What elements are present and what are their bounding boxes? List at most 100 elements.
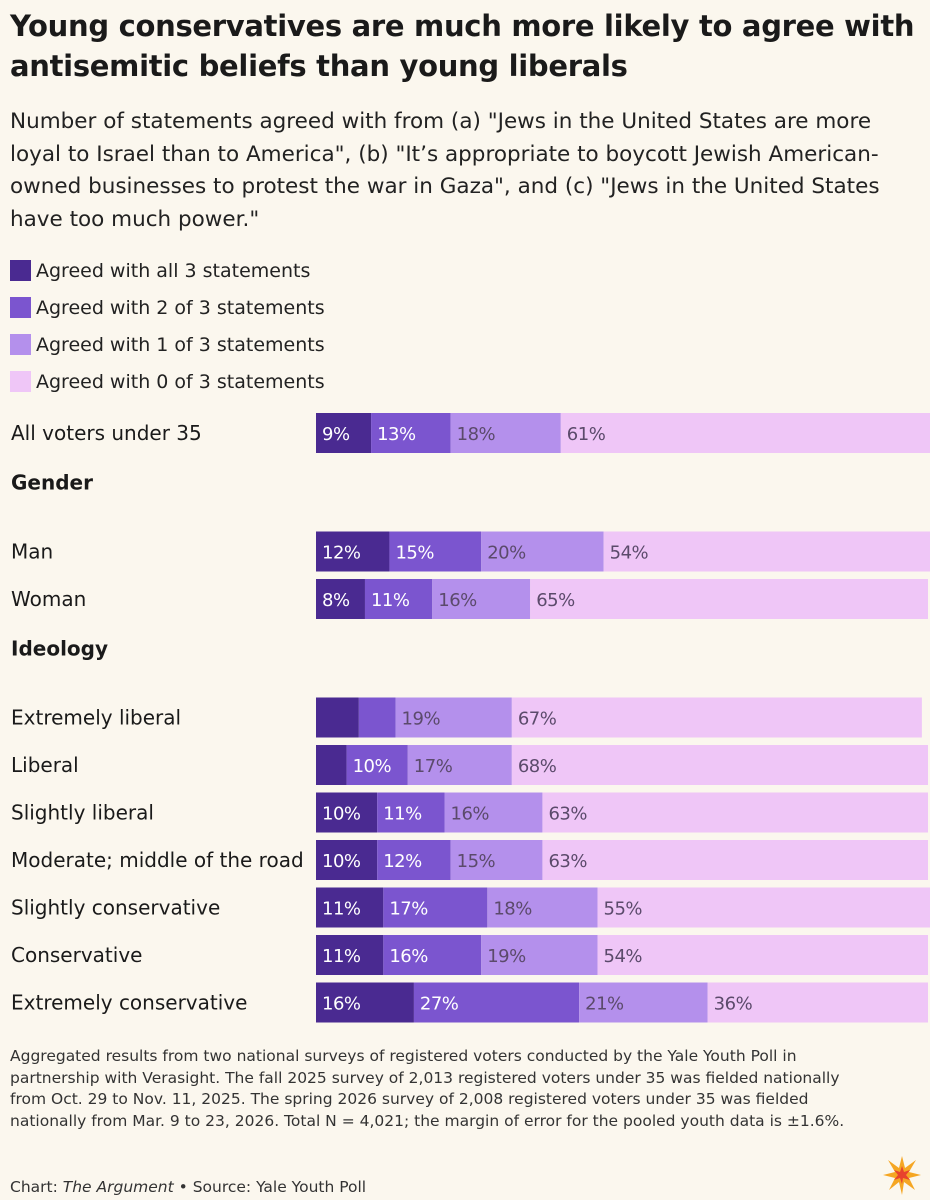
data-label: 12% [322, 543, 361, 564]
bar-segment [316, 982, 414, 1023]
bar-segment [383, 887, 488, 928]
bar-segment [316, 745, 347, 785]
bar-segment [450, 840, 543, 880]
bar-segment [542, 792, 928, 833]
legend-swatch [10, 334, 31, 355]
legend-item: Agreed with all 3 statements [10, 252, 325, 289]
bar-segment [597, 887, 930, 928]
bar-segment [395, 697, 512, 738]
bar-segment [316, 413, 372, 453]
legend-swatch [10, 297, 31, 318]
bar-segment [316, 792, 378, 833]
bar-segment [371, 413, 451, 453]
data-label: 19% [487, 946, 526, 967]
bar-segment [444, 792, 543, 833]
data-label: 11% [383, 804, 422, 825]
data-label: 63% [548, 804, 587, 825]
legend: Agreed with all 3 statements Agreed with… [10, 252, 325, 400]
legend-swatch [10, 371, 31, 392]
bar-segment [364, 579, 433, 619]
bar-segment [346, 745, 408, 785]
data-label: 15% [457, 851, 496, 872]
row-label: Conservative [11, 943, 142, 967]
data-label: 68% [518, 756, 557, 777]
bar-segment [316, 935, 384, 975]
starburst-logo-icon [882, 1152, 922, 1198]
row-label: Man [11, 540, 53, 564]
bar-segment [377, 840, 451, 880]
data-label: 63% [548, 851, 587, 872]
bar-segment [316, 531, 390, 572]
credit-publication: The Argument [62, 1178, 174, 1196]
bar-segment [579, 982, 708, 1023]
bar-segment [407, 745, 512, 785]
bar-segment [511, 697, 922, 738]
row-label: Woman [11, 587, 86, 611]
legend-swatch [10, 260, 31, 281]
data-label: 11% [371, 590, 410, 611]
row-label: Liberal [11, 753, 79, 777]
bar-segment [450, 413, 561, 453]
group-heading: Ideology [11, 637, 108, 661]
data-label: 19% [402, 709, 441, 730]
data-label: 17% [414, 756, 453, 777]
row-label: Slightly conservative [11, 896, 220, 920]
data-label: 10% [322, 851, 361, 872]
legend-label: Agreed with 2 of 3 statements [36, 296, 325, 319]
bar-segment [389, 531, 482, 572]
bar-segment [530, 579, 928, 619]
row-label: All voters under 35 [11, 421, 202, 445]
bar-segment [383, 935, 482, 975]
row-label: Moderate; middle of the road [11, 848, 304, 872]
legend-label: Agreed with 0 of 3 statements [36, 370, 325, 393]
bar-segment [603, 531, 930, 572]
bar-segment [487, 887, 598, 928]
data-label: 13% [377, 424, 416, 445]
bar-segment [597, 935, 928, 975]
data-label: 16% [389, 946, 428, 967]
data-label: 67% [518, 709, 557, 730]
row-label: Extremely liberal [11, 706, 181, 730]
data-label: 11% [322, 899, 361, 920]
data-label: 8% [322, 590, 350, 611]
legend-item: Agreed with 1 of 3 statements [10, 326, 325, 363]
bar-segment [358, 697, 396, 738]
bar-segment [481, 531, 604, 572]
row-label: Extremely conservative [11, 991, 247, 1015]
bar-segment [511, 745, 928, 785]
legend-item: Agreed with 2 of 3 statements [10, 289, 325, 326]
credit-separator: • [173, 1178, 193, 1196]
data-label: 18% [457, 424, 496, 445]
footnote: Aggregated results from two national sur… [10, 1047, 845, 1130]
bar-segment [413, 982, 580, 1023]
data-label: 16% [451, 804, 490, 825]
bar-segment [481, 935, 598, 975]
data-label: 9% [322, 424, 350, 445]
data-label: 12% [383, 851, 422, 872]
data-label: 10% [322, 804, 361, 825]
data-label: 11% [322, 946, 361, 967]
chart-subtitle: Number of statements agreed with from (a… [10, 109, 880, 232]
data-label: 17% [389, 899, 428, 920]
data-label: 21% [585, 994, 624, 1015]
stacked-bar-chart: All voters under 35 9% 13% 18% 61% Gender Man 1… [11, 413, 930, 1023]
legend-item: Agreed with 0 of 3 statements [10, 363, 325, 400]
data-label: 16% [438, 590, 477, 611]
data-label: 10% [353, 756, 392, 777]
row-label: Slightly liberal [11, 801, 154, 825]
bar-segment [707, 982, 928, 1023]
legend-label: Agreed with 1 of 3 statements [36, 333, 325, 356]
bar-segment [432, 579, 531, 619]
credit-chart-prefix: Chart: [10, 1178, 63, 1196]
data-label: 54% [610, 543, 649, 564]
data-label: 15% [395, 543, 434, 564]
data-label: 16% [322, 994, 361, 1015]
group-heading: Gender [11, 471, 93, 495]
data-label: 18% [493, 899, 532, 920]
data-label: 36% [714, 994, 753, 1015]
bar-segment [316, 697, 359, 738]
data-label: 65% [536, 590, 575, 611]
data-label: 55% [604, 899, 643, 920]
chart-title: Young conservatives are much more likely… [10, 9, 915, 83]
bar-segment [542, 840, 928, 880]
